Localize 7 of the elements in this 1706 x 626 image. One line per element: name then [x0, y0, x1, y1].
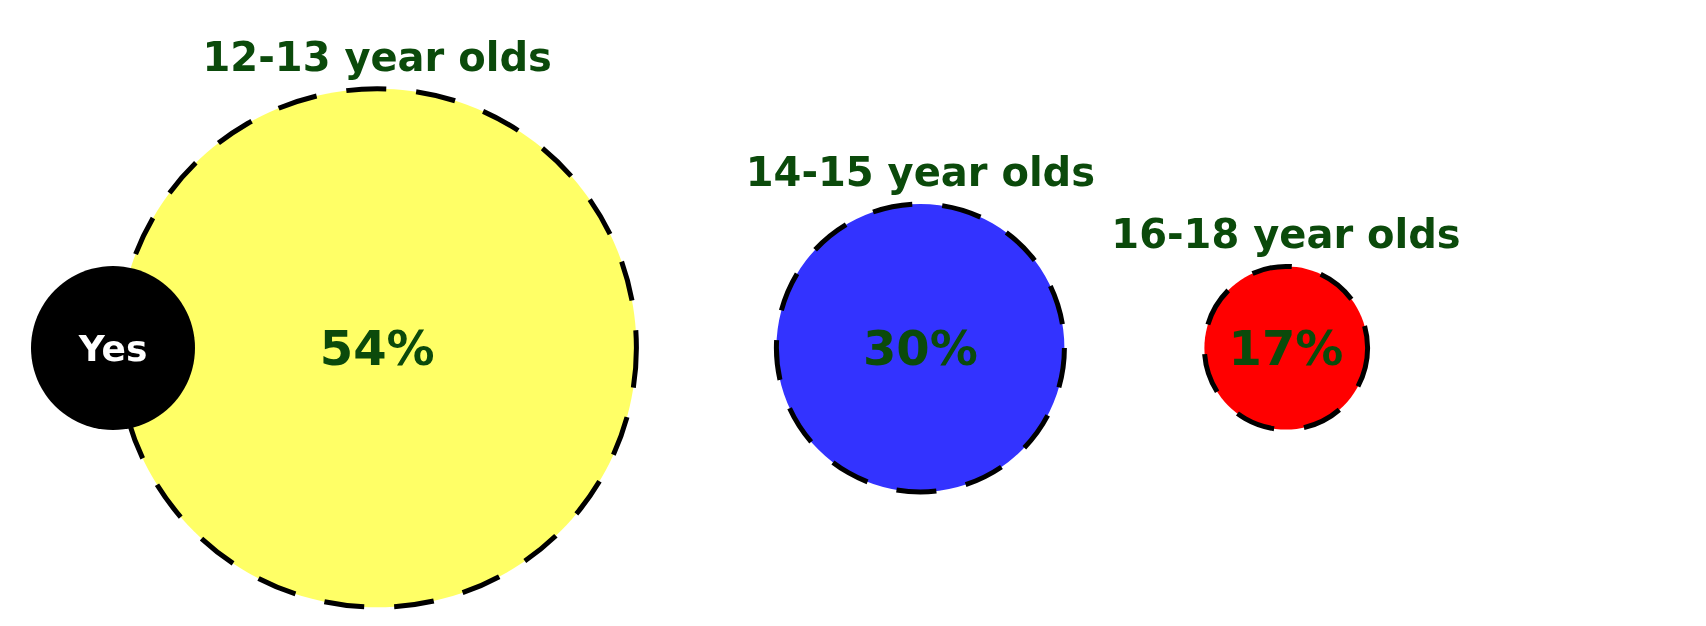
data-label: 30% — [862, 320, 978, 376]
category-label: 14-15 year olds — [745, 149, 1096, 195]
data-label: 17% — [1228, 320, 1344, 376]
data-label: 54% — [319, 320, 435, 376]
text: Yes — [77, 327, 148, 369]
category-label: 16-18 year olds — [1111, 211, 1461, 258]
category-label: 12-13 year olds — [202, 33, 552, 80]
